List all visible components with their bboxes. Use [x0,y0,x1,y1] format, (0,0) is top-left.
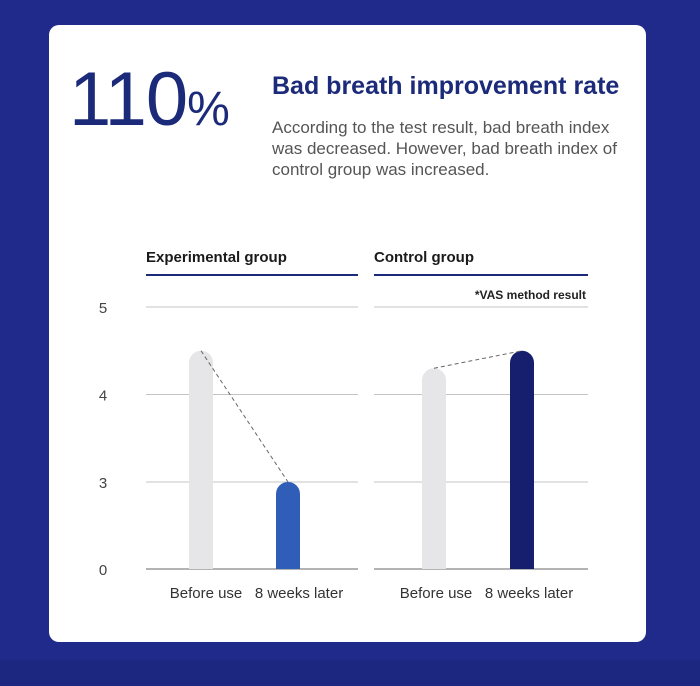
category-label: Before use [170,585,243,602]
content-card [49,25,646,642]
chart-panels: Experimental group Before use 8 weeks late… [146,249,588,602]
method-note: *VAS method result [475,288,586,302]
y-tick-label: 4 [99,388,107,405]
bar [422,368,446,569]
trend-line [433,350,523,369]
improvement-percentage: 110% [69,62,230,138]
chart-panel: Experimental group Before use 8 weeks late… [146,249,358,602]
grid-lines [146,306,588,570]
percentage-unit: % [187,83,230,136]
category-label: 8 weeks later [485,585,573,602]
bar-base [189,545,213,569]
description: According to the test result, bad breath… [272,118,617,179]
bar-base [422,545,446,569]
bar-base [276,545,300,569]
category-label: 8 weeks later [255,585,343,602]
bar-base [510,545,534,569]
y-axis-ticks: 0 3 4 5 [99,300,107,579]
percentage-value: 110 [69,57,188,142]
bar [189,350,213,569]
category-label: Before use [400,585,473,602]
headline: Bad breath improvement rate [272,72,620,100]
y-tick-label: 5 [99,300,107,317]
bar [510,350,534,569]
trend-line [200,350,289,483]
y-tick-label: 3 [99,475,107,492]
bottom-band [0,660,700,686]
group-title: Experimental group [146,249,287,266]
group-title: Control group [374,249,474,266]
y-tick-label: 0 [99,562,107,579]
chart-panel: Control group *VAS method result Before us… [374,249,588,602]
